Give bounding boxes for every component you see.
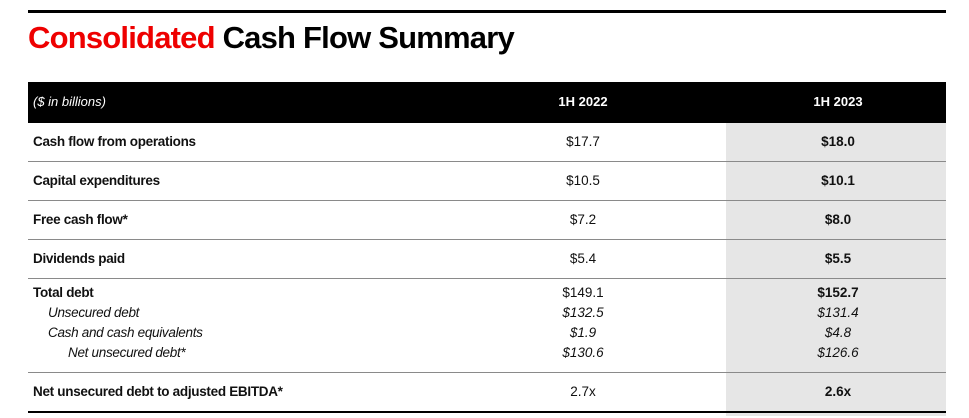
- value-1h2023: $18.0: [821, 134, 855, 149]
- highlight-column-background: [726, 123, 946, 416]
- row-label: Free cash flow*: [33, 212, 128, 227]
- page-title: Consolidated Cash Flow Summary: [28, 18, 515, 58]
- sub-value-1h2022: $132.5: [562, 305, 604, 320]
- table-row: Net unsecured debt to adjusted EBITDA* 2…: [28, 373, 946, 413]
- value-1h2022: $7.2: [569, 212, 597, 227]
- value-1h2022: $5.4: [569, 251, 597, 266]
- sub-value-1h2023: $131.4: [817, 305, 859, 320]
- row-label: Total debt: [33, 285, 94, 300]
- top-rule: [28, 10, 946, 13]
- sub-value-1h2022: $130.6: [562, 345, 604, 360]
- sub-value-1h2023: $126.6: [817, 345, 859, 360]
- table-row: Dividends paid $5.4 $5.5: [28, 240, 946, 279]
- sub-value-1h2022: $1.9: [569, 325, 597, 340]
- sub-row-label: Cash and cash equivalents: [48, 325, 203, 340]
- column-header-1h2023: 1H 2023: [813, 94, 863, 109]
- column-header-1h2022: 1H 2022: [558, 94, 608, 109]
- sub-value-1h2023: $4.8: [824, 325, 852, 340]
- value-1h2022: 2.7x: [570, 384, 596, 399]
- sub-row: Cash and cash equivalents $1.9 $4.8: [28, 325, 946, 345]
- value-1h2023: $5.5: [824, 251, 852, 266]
- sub-row-label: Unsecured debt: [48, 305, 140, 320]
- title-highlight: Consolidated: [28, 20, 216, 55]
- row-label: Net unsecured debt to adjusted EBITDA*: [33, 384, 283, 399]
- table-header: ($ in billions) 1H 2022 1H 2023: [28, 82, 946, 123]
- table-row: Cash flow from operations $17.7 $18.0: [28, 123, 946, 162]
- sub-row-label: Net unsecured debt*: [68, 345, 186, 360]
- table-row: Capital expenditures $10.5 $10.1: [28, 162, 946, 201]
- title-main: Cash Flow Summary: [222, 20, 515, 55]
- sub-row: Net unsecured debt* $130.6 $126.6: [28, 345, 946, 365]
- value-1h2023: $8.0: [824, 212, 852, 227]
- sub-row: Unsecured debt $132.5 $131.4: [28, 305, 946, 325]
- cash-flow-table: ($ in billions) 1H 2022 1H 2023 Cash flo…: [28, 82, 946, 416]
- row-label: Cash flow from operations: [33, 134, 196, 149]
- value-1h2023: $152.7: [817, 285, 859, 300]
- table-row: Free cash flow* $7.2 $8.0: [28, 201, 946, 240]
- value-1h2022: $17.7: [566, 134, 600, 149]
- debt-row-group: Total debt $149.1 $152.7 Unsecured debt …: [28, 279, 946, 373]
- value-1h2023: 2.6x: [824, 384, 852, 399]
- row-label: Capital expenditures: [33, 173, 160, 188]
- value-1h2022: $10.5: [566, 173, 600, 188]
- total-debt-line: Total debt $149.1 $152.7: [28, 285, 946, 305]
- units-caption: ($ in billions): [33, 94, 106, 109]
- value-1h2023: $10.1: [821, 173, 855, 188]
- row-label: Dividends paid: [33, 251, 125, 266]
- value-1h2022: $149.1: [562, 285, 604, 300]
